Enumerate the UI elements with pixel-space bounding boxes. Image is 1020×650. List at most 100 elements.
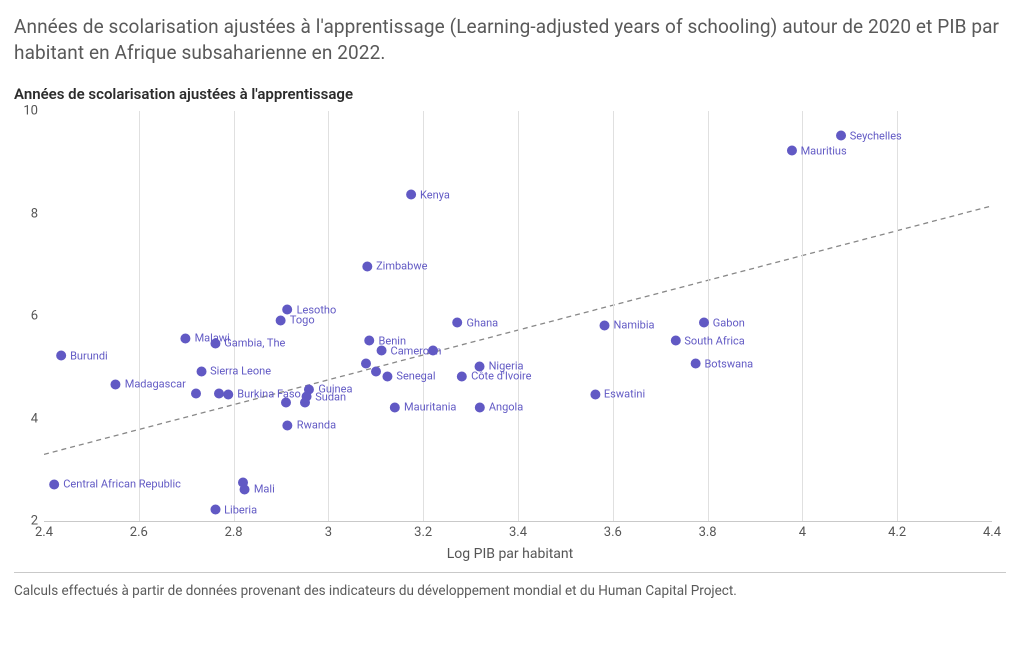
data-point: Mauritania [390, 396, 456, 415]
point-marker-icon [453, 318, 463, 328]
point-marker-icon [283, 420, 293, 430]
y-tick-label: 2 [31, 514, 38, 529]
gridline-vertical [897, 111, 898, 521]
data-point: Liberia [210, 499, 257, 518]
point-label: Botswana [704, 357, 753, 370]
point-marker-icon [300, 397, 310, 407]
point-marker-icon [238, 478, 248, 488]
x-axis-label: Log PIB par habitant [14, 546, 1006, 562]
y-tick-label: 10 [23, 104, 38, 119]
point-marker-icon [690, 359, 700, 369]
y-axis-title: Années de scolarisation ajustées à l'app… [14, 85, 1006, 103]
point-label: Zimbabwe [376, 260, 427, 273]
point-marker-icon [276, 315, 286, 325]
data-point: Togo [276, 309, 315, 328]
gridline-vertical [234, 111, 235, 521]
x-tick-label: 3.4 [509, 525, 527, 540]
x-tick-label: 4.4 [983, 525, 1001, 540]
point-label: Burkina Faso [237, 388, 301, 401]
data-point: Eswatini [590, 384, 645, 403]
point-label: Sudan [315, 390, 346, 403]
data-point: Gambia, The [210, 332, 285, 351]
data-point: Central African Republic [49, 473, 181, 492]
point-marker-icon [390, 402, 400, 412]
point-label: Burundi [70, 349, 108, 362]
data-point: Angola [475, 396, 523, 415]
data-point: Ghana [453, 312, 499, 331]
data-point: Zimbabwe [362, 256, 427, 275]
point-marker-icon [475, 402, 485, 412]
x-tick-label: 4 [799, 525, 806, 540]
point-marker-icon [457, 371, 467, 381]
point-marker-icon [670, 336, 680, 346]
point-marker-icon [210, 505, 220, 515]
point-marker-icon [49, 479, 59, 489]
point-label: Togo [290, 314, 315, 327]
point-label: Côte d'Ivoire [471, 370, 531, 383]
x-tick-label: 3.8 [699, 525, 717, 540]
x-tick-label: 2.6 [130, 525, 148, 540]
data-point: Sierra Leone [196, 361, 271, 380]
point-label: Angola [489, 401, 523, 414]
point-label: Senegal [396, 370, 435, 383]
point-label: Rwanda [297, 419, 336, 432]
data-point [281, 391, 291, 410]
point-marker-icon [428, 346, 438, 356]
gridline-vertical [802, 111, 803, 521]
point-marker-icon [191, 388, 201, 398]
x-tick-label: 3 [325, 525, 332, 540]
point-label: Mali [254, 483, 275, 496]
point-marker-icon [787, 146, 797, 156]
point-label: South Africa [684, 334, 744, 347]
point-marker-icon [836, 131, 846, 141]
page-title: Années de scolarisation ajustées à l'app… [14, 14, 1006, 65]
data-point [371, 361, 381, 380]
data-point [191, 383, 201, 402]
point-label: Sierra Leone [210, 365, 271, 378]
point-marker-icon [210, 338, 220, 348]
point-marker-icon [600, 320, 610, 330]
point-label: Madagascar [125, 378, 186, 391]
point-marker-icon [406, 190, 416, 200]
point-label: Ghana [467, 316, 499, 329]
point-marker-icon [56, 351, 66, 361]
gridline-vertical [139, 111, 140, 521]
point-label: Liberia [224, 503, 257, 516]
point-marker-icon [365, 336, 375, 346]
point-marker-icon [181, 333, 191, 343]
point-label: Kenya [420, 188, 450, 201]
point-label: Seychelles [850, 129, 902, 142]
point-label: Central African Republic [63, 478, 181, 491]
x-tick-label: 2.8 [225, 525, 243, 540]
gridline-vertical [518, 111, 519, 521]
y-tick-label: 4 [31, 411, 38, 426]
data-point: Namibia [600, 314, 655, 333]
data-point: Senegal [382, 366, 435, 385]
data-point: South Africa [670, 330, 744, 349]
point-label: Mauritius [801, 144, 847, 157]
point-marker-icon [362, 261, 372, 271]
data-point: Mauritius [787, 140, 847, 159]
data-point: Rwanda [283, 414, 336, 433]
source-footer: Calculs effectués à partir de données pr… [14, 572, 1006, 599]
data-point: Burundi [56, 345, 108, 364]
point-marker-icon [111, 379, 121, 389]
point-label: Eswatini [604, 388, 645, 401]
x-tick-label: 3.2 [414, 525, 432, 540]
data-point: Kenya [406, 184, 450, 203]
point-marker-icon [590, 389, 600, 399]
point-marker-icon [214, 388, 224, 398]
x-tick-label: 4.2 [888, 525, 906, 540]
point-marker-icon [223, 389, 233, 399]
point-marker-icon [699, 318, 709, 328]
point-label: Gambia, The [224, 337, 285, 350]
chart-container: 2.42.62.833.23.43.63.844.24.4246810Seych… [14, 111, 1006, 562]
y-tick-label: 6 [31, 309, 38, 324]
gridline-vertical [423, 111, 424, 521]
point-label: Gabon [713, 316, 745, 329]
data-point: Gabon [699, 312, 745, 331]
data-point: Madagascar [111, 373, 186, 392]
data-point [300, 391, 310, 410]
data-point: Côte d'Ivoire [457, 366, 531, 385]
data-point [214, 383, 224, 402]
